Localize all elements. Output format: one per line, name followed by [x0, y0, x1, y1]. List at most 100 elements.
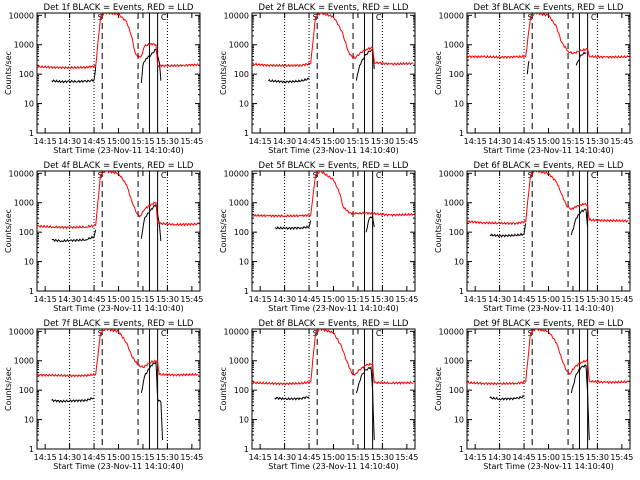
- x-tick-label: 15:00: [537, 295, 560, 304]
- y-tick-label: 10000: [439, 169, 464, 178]
- x-axis-label: Start Time (23-Nov-11 14:10:40): [53, 304, 183, 313]
- events-series-line: [51, 396, 95, 404]
- y-tick-label: 100: [234, 386, 249, 395]
- events-series-line: [140, 360, 163, 441]
- x-tick-label: 14:45: [513, 295, 536, 304]
- marker-c: C: [376, 329, 382, 338]
- x-tick-label: 15:15: [131, 453, 154, 462]
- y-tick-label: 100: [19, 70, 34, 79]
- x-tick-label: 15:45: [180, 295, 203, 304]
- y-axis-label: Counts/sec: [434, 51, 443, 95]
- y-tick-label: 1: [29, 287, 34, 296]
- x-tick-label: 14:30: [488, 453, 511, 462]
- x-tick-label: 15:30: [156, 453, 179, 462]
- y-axis-label: Counts/sec: [4, 51, 13, 95]
- plot-frame: [36, 328, 201, 450]
- x-axis-label: Start Time (23-Nov-11 14:10:40): [268, 304, 398, 313]
- panel-det-4: Det 4f BLACK = Events, RED = LLD 1 10 100 10…: [4, 161, 203, 313]
- panel-det-7: Det 7f BLACK = Events, RED = LLD 1 10 100 10…: [4, 319, 203, 471]
- x-tick-label: 14:15: [464, 453, 487, 462]
- marker-c: C: [161, 13, 167, 22]
- y-tick-label: 1: [29, 129, 34, 138]
- x-tick-label: 14:15: [34, 453, 57, 462]
- panel-det-3: Det 3f BLACK = Events, RED = LLD 1 10 100 10…: [434, 3, 633, 155]
- x-tick-label: 15:15: [131, 295, 154, 304]
- x-tick-label: 14:30: [58, 137, 81, 146]
- y-tick-label: 10000: [9, 327, 34, 336]
- x-tick-label: 15:45: [395, 137, 418, 146]
- y-tick-label: 1000: [229, 199, 249, 208]
- plot-frame: [466, 328, 631, 450]
- events-series-line: [140, 202, 162, 242]
- x-tick-label: 15:45: [180, 137, 203, 146]
- events-series-line: [355, 365, 375, 441]
- x-tick-label: 14:30: [488, 295, 511, 304]
- x-tick-label: 15:15: [561, 295, 584, 304]
- x-tick-label: 15:30: [371, 453, 394, 462]
- events-series-line: [355, 48, 375, 81]
- y-tick-label: 1000: [444, 41, 464, 50]
- marker-c: C: [591, 171, 597, 180]
- x-axis-label: Start Time (23-Nov-11 14:10:40): [483, 304, 613, 313]
- panel-det-5: Det 5f BLACK = Events, RED = LLD 1 10 100 10…: [219, 161, 418, 313]
- y-tick-label: 100: [449, 228, 464, 237]
- y-tick-label: 1000: [14, 199, 34, 208]
- x-tick-label: 15:15: [561, 137, 584, 146]
- x-tick-label: 14:45: [298, 295, 321, 304]
- events-series-line: [575, 51, 587, 66]
- x-tick-label: 14:30: [58, 295, 81, 304]
- panel-det-8: Det 8f BLACK = Events, RED = LLD 1 10 100 10…: [219, 319, 418, 471]
- y-tick-label: 10000: [224, 169, 249, 178]
- x-tick-label: 15:00: [537, 453, 560, 462]
- lld-series-line: [252, 329, 414, 386]
- y-axis-label: Counts/sec: [434, 367, 443, 411]
- marker-c: C: [161, 329, 167, 338]
- lld-series-line: [37, 329, 199, 378]
- y-tick-label: 10000: [9, 11, 34, 20]
- events-series-line: [274, 220, 312, 231]
- panel-title: Det 8f BLACK = Events, RED = LLD: [259, 319, 409, 329]
- x-tick-label: 15:30: [371, 295, 394, 304]
- y-tick-label: 10: [454, 100, 464, 109]
- marker-c: C: [591, 13, 597, 22]
- y-tick-label: 10000: [9, 169, 34, 178]
- y-tick-label: 1: [459, 287, 464, 296]
- x-tick-label: 15:15: [346, 295, 369, 304]
- y-tick-label: 1000: [14, 41, 34, 50]
- y-tick-label: 10: [24, 100, 34, 109]
- lld-series-line: [467, 13, 629, 60]
- panel-title: Det 6f BLACK = Events, RED = LLD: [474, 161, 624, 171]
- y-tick-label: 10: [239, 100, 249, 109]
- lld-series-line: [252, 171, 414, 218]
- x-axis-label: Start Time (23-Nov-11 14:10:40): [483, 462, 613, 471]
- y-tick-label: 10: [454, 416, 464, 425]
- y-axis-label: Counts/sec: [4, 209, 13, 253]
- y-tick-label: 10000: [439, 11, 464, 20]
- x-tick-label: 15:45: [610, 295, 633, 304]
- lld-series-line: [252, 13, 414, 68]
- x-tick-label: 15:30: [156, 137, 179, 146]
- x-tick-label: 15:30: [156, 295, 179, 304]
- x-tick-label: 14:30: [273, 137, 296, 146]
- x-axis-label: Start Time (23-Nov-11 14:10:40): [268, 146, 398, 155]
- marker-c: C: [591, 329, 597, 338]
- x-tick-label: 14:15: [464, 295, 487, 304]
- plot-frame: [466, 12, 631, 134]
- panel-det-1: Det 1f BLACK = Events, RED = LLD 1 10 100 10…: [4, 3, 203, 155]
- y-tick-label: 100: [19, 386, 34, 395]
- y-tick-label: 1: [29, 445, 34, 454]
- events-series-line: [526, 60, 530, 75]
- x-tick-label: 15:15: [131, 137, 154, 146]
- events-series-line: [365, 214, 375, 233]
- x-tick-label: 14:30: [273, 295, 296, 304]
- y-tick-label: 100: [234, 228, 249, 237]
- x-tick-label: 14:15: [249, 137, 272, 146]
- x-tick-label: 14:15: [34, 295, 57, 304]
- plot-frame: [36, 12, 201, 134]
- y-tick-label: 1000: [229, 357, 249, 366]
- y-tick-label: 10000: [439, 327, 464, 336]
- x-tick-label: 15:30: [371, 137, 394, 146]
- lld-series-line: [467, 329, 629, 386]
- plot-frame: [251, 12, 416, 134]
